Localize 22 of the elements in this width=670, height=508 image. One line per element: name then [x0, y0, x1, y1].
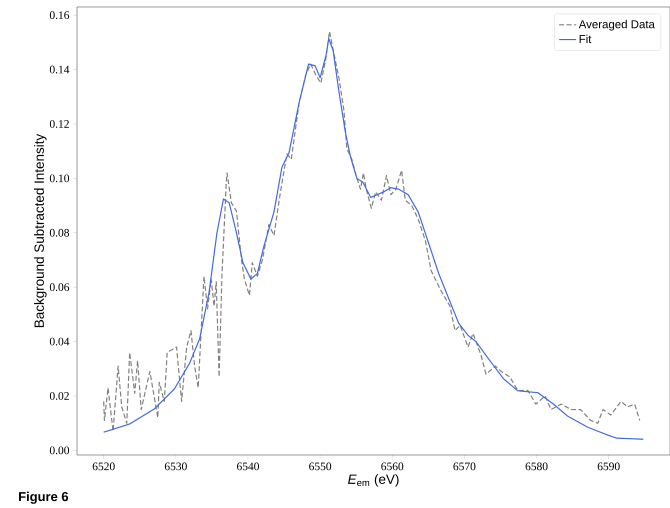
y-tick-label: 0.10: [50, 174, 70, 182]
y-tick-label: 0.14: [50, 66, 70, 74]
legend-label: Averaged Data: [578, 20, 655, 31]
y-axis-title: Background Subtracted Intensity: [34, 134, 47, 328]
x-tick-label: 6580: [526, 462, 548, 470]
x-axis-title: E$_{em}$ (eV): [348, 474, 399, 487]
x-tick-label: 6520: [92, 462, 115, 470]
text: Figure 6: [19, 492, 68, 504]
y-tick-label: 0.02: [50, 392, 69, 400]
y-tick-label: 0.06: [50, 283, 70, 292]
y-tick-label: 0.04: [50, 338, 70, 346]
legend-label: Fit: [580, 34, 592, 44]
y-tick-label: 0.16: [50, 11, 70, 20]
x-tick-label: 6590: [598, 462, 620, 470]
x-tick-label: 6550: [309, 462, 332, 470]
x-tick-label: 6540: [237, 462, 259, 470]
y-tick-label: 0.00: [50, 446, 70, 454]
x-tick-label: 6530: [164, 462, 187, 470]
y-tick-label: 0.08: [50, 228, 70, 237]
y-tick-label: 0.12: [50, 120, 69, 128]
x-tick-label: 6570: [453, 462, 476, 470]
x-tick-label: 6560: [381, 462, 404, 470]
